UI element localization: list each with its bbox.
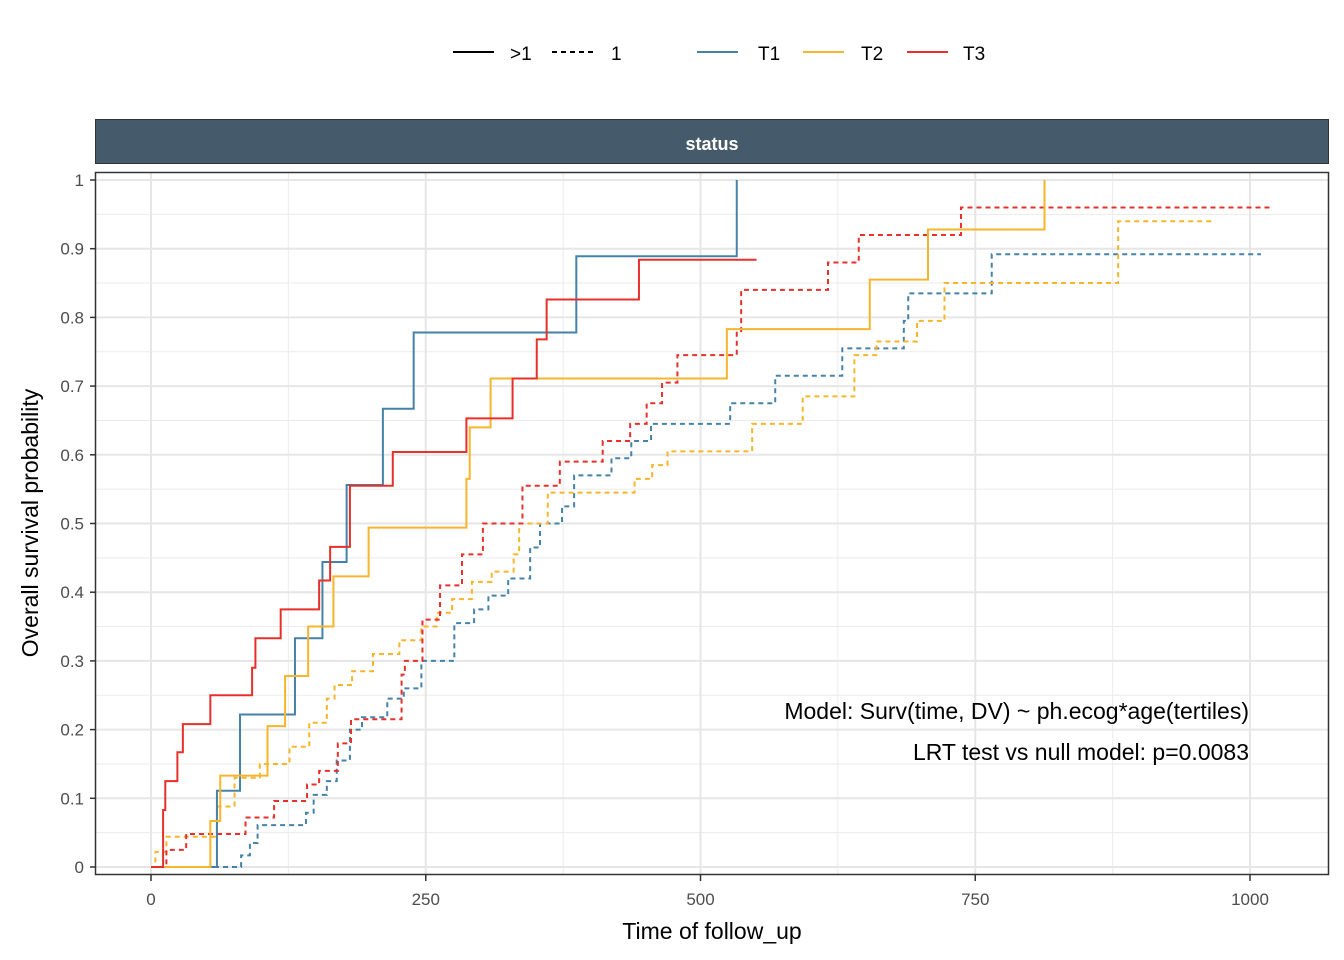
y-axis: 0 0.1 0.2 0.3 0.4 0.5 0.6 0.7 0.8 0.9 1 xyxy=(60,171,96,877)
x-tick-label: 500 xyxy=(686,890,714,909)
legend: >1 1 T1 T2 T3 xyxy=(453,44,985,65)
x-tick-label: 0 xyxy=(146,890,155,909)
y-tick-label: 0.3 xyxy=(60,652,84,671)
y-tick-label: 1 xyxy=(75,171,84,190)
y-tick-label: 0.2 xyxy=(60,721,84,740)
legend-label-t2: T2 xyxy=(861,44,883,65)
y-tick-label: 0.7 xyxy=(60,377,84,396)
y-tick-label: 0 xyxy=(75,858,84,877)
series-line-t1-1 xyxy=(151,253,1261,868)
series-line-t1-gt1 xyxy=(151,180,738,868)
y-tick-label: 0.5 xyxy=(60,515,84,534)
x-tick-label: 1000 xyxy=(1231,890,1269,909)
facet-strip xyxy=(95,119,1329,164)
y-tick-label: 0.4 xyxy=(60,583,84,602)
lrt-annotation: LRT test vs null model: p=0.0083 xyxy=(913,739,1249,765)
grid-lines xyxy=(96,173,1328,874)
series-lines xyxy=(151,180,1270,868)
legend-label-gt1: >1 xyxy=(510,44,532,65)
series-line-t3-gt1 xyxy=(151,258,757,868)
legend-label-1: 1 xyxy=(611,44,622,65)
legend-label-t1: T1 xyxy=(758,44,780,65)
y-axis-title: Overall survival probability xyxy=(17,388,43,657)
y-tick-label: 0.8 xyxy=(60,308,84,327)
x-tick-label: 750 xyxy=(961,890,989,909)
y-tick-label: 0.9 xyxy=(60,240,84,259)
facet-strip-label: status xyxy=(685,134,738,154)
x-axis-title: Time of follow_up xyxy=(622,918,801,944)
y-tick-label: 0.6 xyxy=(60,446,84,465)
series-line-t2-gt1 xyxy=(151,180,1046,868)
x-tick-label: 250 xyxy=(412,890,440,909)
y-tick-label: 0.1 xyxy=(60,789,84,808)
series-line-t2-1 xyxy=(151,220,1212,868)
legend-label-t3: T3 xyxy=(963,44,985,65)
x-axis: 0 250 500 750 1000 xyxy=(146,874,1269,909)
model-annotation: Model: Surv(time, DV) ~ ph.ecog*age(tert… xyxy=(784,698,1249,724)
